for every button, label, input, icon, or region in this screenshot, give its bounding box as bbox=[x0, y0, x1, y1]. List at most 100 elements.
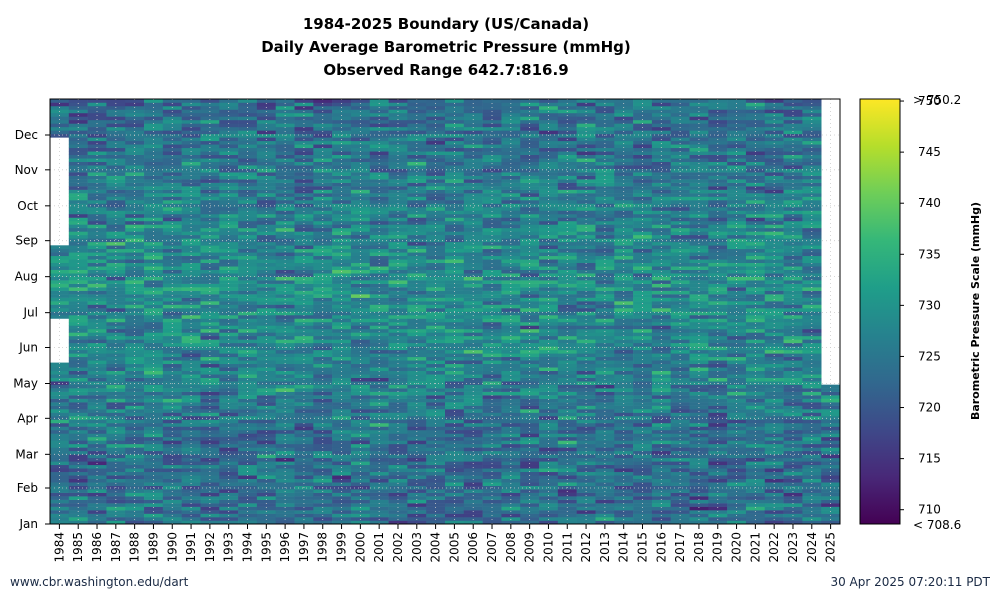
heatmap-cell bbox=[539, 130, 559, 135]
heatmap-cell bbox=[238, 503, 258, 507]
heatmap-cell bbox=[633, 196, 653, 201]
heatmap-cell bbox=[482, 301, 502, 305]
heatmap-cell bbox=[50, 520, 70, 525]
heatmap-cell bbox=[633, 126, 653, 131]
heatmap-cell bbox=[369, 231, 389, 236]
heatmap-cell bbox=[689, 318, 709, 323]
heatmap-cell bbox=[388, 102, 408, 107]
heatmap-cell bbox=[181, 116, 201, 121]
heatmap-cell bbox=[332, 227, 352, 232]
heatmap-cell bbox=[162, 172, 182, 176]
heatmap-cell bbox=[595, 255, 615, 260]
heatmap-cell bbox=[369, 220, 389, 225]
heatmap-cell bbox=[181, 395, 201, 399]
heatmap-cell bbox=[388, 419, 408, 424]
heatmap-cell bbox=[501, 140, 521, 145]
heatmap-cell bbox=[144, 440, 164, 445]
heatmap-cell bbox=[275, 172, 295, 176]
heatmap-cell bbox=[539, 471, 559, 476]
heatmap-cell bbox=[501, 346, 521, 351]
heatmap-cell bbox=[350, 447, 371, 452]
heatmap-cell bbox=[313, 346, 333, 351]
heatmap-cell bbox=[727, 520, 747, 525]
heatmap-cell bbox=[313, 266, 333, 270]
heatmap-cell bbox=[445, 356, 465, 361]
heatmap-cell bbox=[350, 210, 371, 215]
heatmap-cell bbox=[426, 172, 446, 176]
heatmap-cell bbox=[125, 443, 145, 448]
heatmap-cell bbox=[219, 304, 239, 309]
heatmap-cell bbox=[689, 168, 709, 173]
heatmap-cell bbox=[557, 447, 577, 452]
heatmap-cell bbox=[87, 367, 107, 372]
heatmap-cell bbox=[539, 304, 559, 309]
heatmap-cell bbox=[350, 196, 371, 201]
heatmap-cell bbox=[445, 346, 465, 351]
heatmap-cell bbox=[426, 151, 446, 156]
heatmap-cell bbox=[783, 339, 803, 344]
heatmap-cell bbox=[87, 416, 107, 420]
heatmap-cell bbox=[407, 426, 427, 431]
heatmap-cell bbox=[708, 255, 728, 260]
heatmap-cell bbox=[256, 203, 277, 208]
heatmap-cell bbox=[68, 450, 88, 455]
heatmap-cell bbox=[501, 360, 521, 365]
heatmap-cell bbox=[125, 193, 145, 197]
heatmap-cell bbox=[426, 332, 446, 337]
heatmap-cell bbox=[426, 335, 446, 340]
heatmap-cell bbox=[539, 290, 559, 295]
heatmap-cell bbox=[539, 422, 559, 427]
heatmap-cell bbox=[144, 210, 164, 215]
heatmap-cell bbox=[162, 308, 182, 312]
heatmap-cell bbox=[783, 234, 803, 239]
heatmap-cell bbox=[181, 384, 201, 389]
heatmap-cell bbox=[708, 412, 728, 417]
heatmap-cell bbox=[689, 259, 709, 264]
heatmap-cell bbox=[125, 200, 145, 204]
heatmap-cell bbox=[388, 112, 408, 117]
heatmap-cell bbox=[745, 363, 766, 368]
heatmap-cell bbox=[445, 99, 465, 103]
heatmap-cell bbox=[689, 419, 709, 424]
heatmap-cell bbox=[595, 287, 615, 291]
heatmap-cell bbox=[144, 283, 164, 288]
heatmap-cell bbox=[407, 374, 427, 378]
heatmap-cell bbox=[388, 475, 408, 480]
heatmap-cell bbox=[388, 200, 408, 204]
heatmap-cell bbox=[595, 391, 615, 396]
heatmap-cell bbox=[708, 262, 728, 267]
heatmap-cell bbox=[332, 248, 352, 253]
heatmap-cell bbox=[708, 360, 728, 365]
heatmap-cell bbox=[689, 200, 709, 204]
heatmap-cell bbox=[764, 339, 784, 344]
heatmap-cell bbox=[125, 332, 145, 337]
heatmap-cell bbox=[369, 314, 389, 319]
heatmap-cell bbox=[727, 346, 747, 351]
heatmap-cell bbox=[689, 342, 709, 347]
heatmap-cell bbox=[332, 266, 352, 270]
heatmap-cell bbox=[633, 203, 653, 208]
heatmap-cell bbox=[294, 210, 314, 215]
heatmap-cell bbox=[426, 391, 446, 396]
heatmap-cell bbox=[727, 276, 747, 281]
heatmap-cell bbox=[200, 287, 220, 291]
heatmap-cell bbox=[87, 259, 107, 264]
heatmap-cell bbox=[783, 151, 803, 156]
heatmap-cell bbox=[426, 517, 446, 521]
heatmap-cell bbox=[727, 123, 747, 128]
heatmap-cell bbox=[745, 440, 766, 445]
heatmap-cell bbox=[727, 283, 747, 288]
heatmap-cell bbox=[745, 426, 766, 431]
heatmap-cell bbox=[87, 231, 107, 236]
heatmap-cell bbox=[783, 200, 803, 204]
heatmap-cell bbox=[294, 301, 314, 305]
heatmap-cell bbox=[200, 388, 220, 392]
heatmap-cell bbox=[802, 422, 822, 427]
heatmap-cell bbox=[294, 363, 314, 368]
heatmap-cell bbox=[651, 468, 672, 473]
heatmap-cell bbox=[256, 182, 277, 187]
heatmap-cell bbox=[407, 416, 427, 420]
heatmap-cell bbox=[651, 332, 672, 337]
heatmap-cell bbox=[445, 450, 465, 455]
heatmap-cell bbox=[802, 335, 822, 340]
